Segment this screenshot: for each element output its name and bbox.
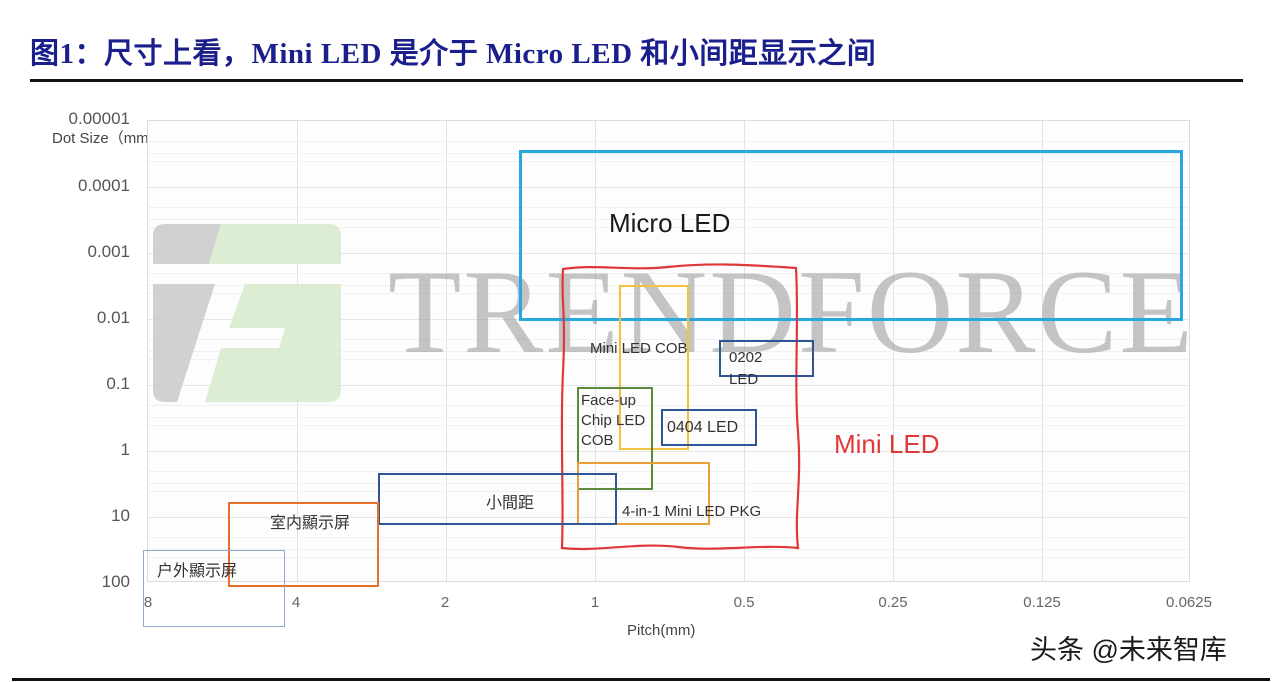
faceup-chip-cob-label: Face-up Chip LED COB	[581, 391, 645, 451]
x-axis-label: Pitch(mm)	[627, 622, 696, 639]
grid-line	[148, 141, 1189, 142]
grid-line	[148, 405, 1189, 406]
led-0202-label: 0202 LED	[729, 347, 762, 391]
x-tick: 0.25	[878, 594, 908, 611]
title-rule	[30, 79, 1243, 82]
y-tick: 10	[111, 506, 130, 525]
pkg-4in1-label: 4-in-1 Mini LED PKG	[622, 503, 762, 520]
grid-line	[148, 549, 1189, 550]
mini-led-cob-region	[619, 285, 689, 450]
grid-line	[148, 153, 1189, 154]
x-tick: 0.125	[1023, 594, 1061, 611]
y-tick: 0.1	[106, 374, 130, 393]
trendforce-text-watermark: TRENDFORCE	[388, 245, 1195, 378]
led-0404-region	[661, 409, 757, 446]
led-0404-label: 0404 LED	[667, 419, 739, 436]
y-tick: 0.0001	[78, 176, 130, 195]
grid-line	[148, 471, 1189, 472]
grid-line	[148, 293, 1189, 294]
grid-line	[148, 219, 1189, 220]
indoor-display-region	[228, 502, 379, 587]
faceup-label-line2: Chip LED	[581, 412, 646, 429]
grid-line	[148, 491, 1189, 492]
grid-line	[148, 359, 1189, 360]
bottom-rule	[12, 678, 1270, 681]
pkg-4in1-region	[577, 462, 710, 525]
grid-line	[148, 425, 1189, 426]
grid-line	[148, 451, 1189, 452]
grid-line	[148, 253, 1189, 254]
grid-line	[148, 339, 1189, 340]
grid-line	[148, 207, 1189, 208]
led-0202-label-line2: LED	[729, 371, 759, 388]
x-tick: 0.0625	[1166, 594, 1212, 611]
mini-led-region	[560, 263, 801, 551]
grid-line	[148, 385, 1189, 386]
grid-line	[148, 351, 1189, 352]
x-tick: 8	[143, 594, 153, 611]
grid-line	[148, 273, 1189, 274]
grid-line	[148, 227, 1189, 228]
outdoor-display-label: 户外顯示屏	[157, 563, 238, 580]
mini-led-cob-label: Mini LED COB	[590, 340, 688, 357]
led-0202-label-line1: 0202	[729, 349, 763, 366]
outdoor-display-region	[143, 550, 285, 627]
faceup-label-line1: Face-up	[581, 392, 637, 409]
micro-led-label: Micro LED	[609, 208, 731, 238]
y-tick: 1	[120, 440, 130, 459]
grid-line	[148, 517, 1189, 518]
x-tick: 4	[291, 594, 301, 611]
y-tick: 0.01	[96, 308, 130, 327]
y-tick: 0.00001	[68, 109, 130, 128]
x-tick: 1	[590, 594, 600, 611]
led-0202-region	[719, 340, 814, 377]
y-axis-label: Dot Size（mm²）	[52, 130, 169, 147]
grid-line	[148, 557, 1189, 558]
figure-title: 图1：尺寸上看，Mini LED 是介于 Micro LED 和小间距显示之间	[30, 38, 877, 70]
y-tick: 100	[101, 572, 130, 591]
source-credit: 头条 @未来智库	[1030, 635, 1227, 665]
grid-line	[148, 187, 1189, 188]
grid-line	[148, 483, 1189, 484]
small-pitch-region	[378, 473, 617, 525]
grid-line	[148, 537, 1189, 538]
x-tick: 2	[440, 594, 450, 611]
faceup-label-line3: COB	[581, 432, 614, 449]
mini-led-label: Mini LED	[834, 429, 940, 459]
grid-line	[148, 417, 1189, 418]
y-tick: 0.001	[87, 242, 130, 261]
grid-line	[148, 161, 1189, 162]
trendforce-logo-watermark	[153, 224, 341, 402]
indoor-display-label: 室内顯示屏	[270, 515, 351, 532]
x-tick: 0.5	[733, 594, 755, 611]
small-pitch-label: 小間距	[486, 495, 535, 512]
micro-led-region	[519, 150, 1183, 321]
